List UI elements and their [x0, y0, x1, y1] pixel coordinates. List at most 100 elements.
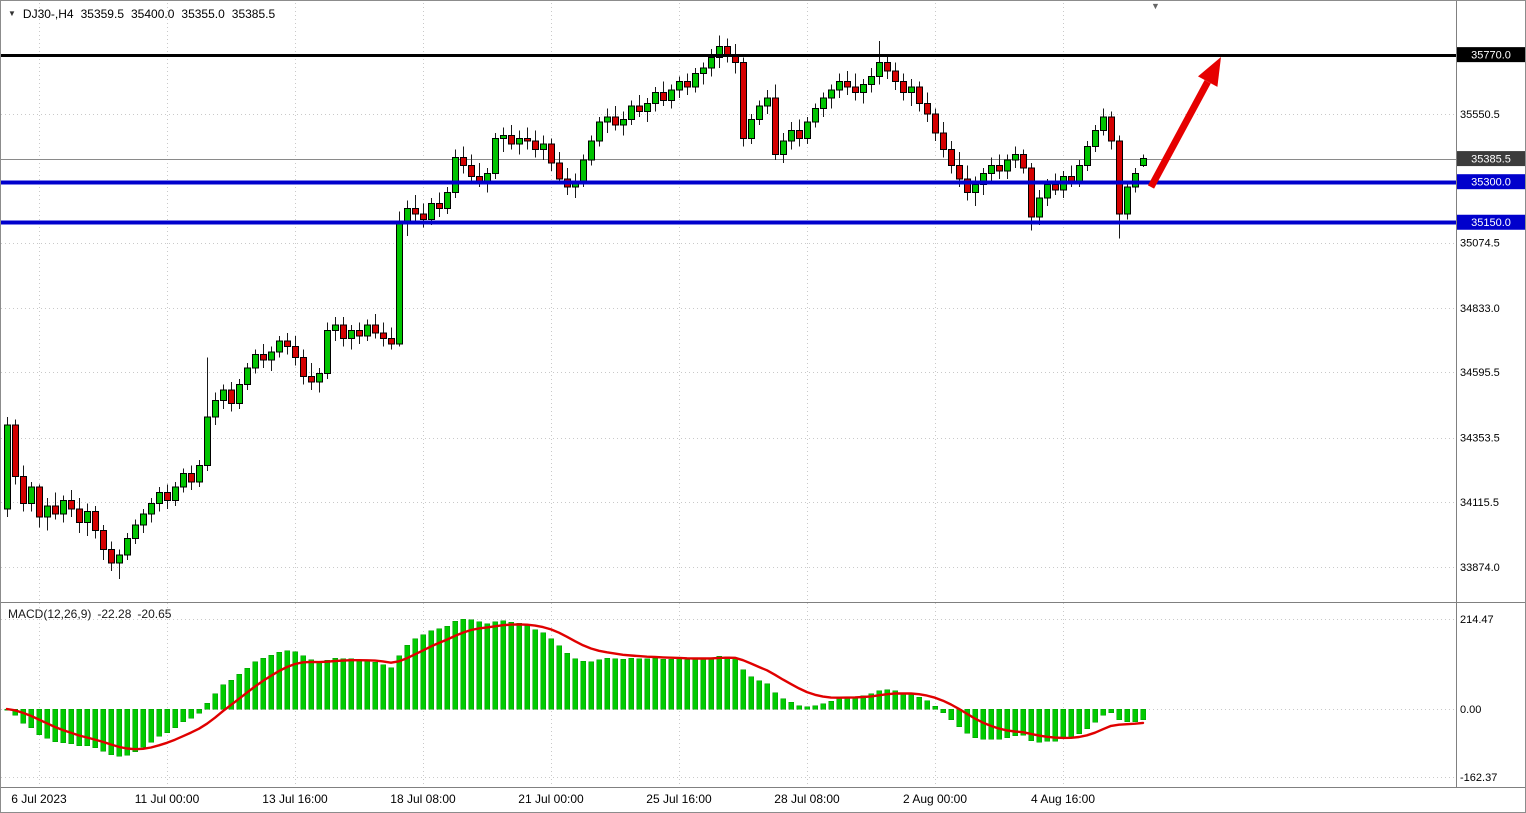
bearish-candle [1108, 111, 1115, 150]
price-tick-label: 33874.0 [1460, 562, 1500, 574]
macd-main-value: -22.28 [97, 607, 132, 621]
bullish-candle [204, 357, 211, 471]
candle-body [468, 164, 475, 177]
macd-histogram-bar [20, 708, 26, 724]
ohlc-open-value: 35359.5 [80, 7, 124, 21]
macd-histogram-bar [1116, 708, 1122, 721]
bullish-candle [756, 100, 763, 125]
candle-body [1076, 164, 1083, 183]
price-tag: 35300.0 [1457, 174, 1525, 190]
bearish-candle [460, 146, 467, 174]
macd-histogram-bar [684, 659, 690, 710]
macd-histogram-bar [636, 658, 642, 710]
macd-histogram-bar [892, 690, 898, 710]
price-axis[interactable]: 35550.5 35074.5 34833.0 34595.5 34353.5 34115… [1460, 109, 1500, 784]
bearish-candle [796, 119, 803, 147]
candle-body [132, 524, 139, 540]
candle-body [108, 548, 115, 564]
bullish-candle [652, 87, 659, 112]
price-tick-label: 34833.0 [1460, 303, 1500, 315]
candle-body [284, 340, 291, 348]
bearish-candle [468, 154, 475, 185]
macd-histogram-bar [692, 658, 698, 710]
candle-body [148, 502, 155, 515]
candle-body [332, 324, 339, 331]
candle-body [668, 89, 675, 102]
candle-body [660, 91, 667, 102]
bullish-candle [628, 100, 635, 125]
candle-body [180, 473, 187, 488]
bearish-candle [380, 322, 387, 347]
time-axis[interactable]: 6 Jul 2023 11 Jul 00:00 13 Jul 16:00 18 Jul… [11, 792, 1095, 806]
bullish-candle [716, 35, 723, 69]
macd-histogram-bar [828, 701, 834, 710]
candle-body [276, 340, 283, 353]
macd-histogram-bar [84, 708, 90, 747]
chart-shift-marker-icon[interactable]: ▼ [1151, 1, 1160, 11]
candle-body [764, 97, 771, 107]
macd-histogram-bar [132, 708, 138, 753]
macd-histogram-bar [748, 676, 754, 710]
candle-body [172, 486, 179, 502]
bearish-candle [52, 492, 59, 520]
candle-body [84, 511, 91, 523]
candle-body [772, 97, 779, 156]
candle-body [252, 354, 259, 369]
price-tag-text: 35770.0 [1471, 50, 1511, 62]
macd-histogram-bar [452, 620, 458, 710]
macd-histogram-bar [580, 661, 586, 710]
candle-body [884, 62, 891, 72]
macd-histogram-bar [588, 661, 594, 710]
macd-histogram-bar [796, 705, 802, 710]
bullish-candle [516, 130, 523, 155]
macd-histogram-bar [492, 621, 498, 710]
macd-histogram-bar [164, 708, 170, 733]
macd-histogram-bar [572, 658, 578, 710]
bullish-candle [876, 41, 883, 85]
candle-body [500, 135, 507, 139]
macd-histogram-bar [372, 661, 378, 710]
bearish-candle [924, 92, 931, 123]
macd-histogram-bar [788, 701, 794, 710]
bearish-candle [100, 525, 107, 561]
candle-body [420, 213, 427, 221]
macd-histogram-bar [300, 655, 306, 710]
bullish-candle [44, 497, 51, 531]
macd-tick-label: -162.37 [1460, 772, 1497, 784]
macd-histogram-bar [604, 658, 610, 710]
bearish-candle [948, 141, 955, 174]
bearish-candle [732, 43, 739, 74]
bearish-candle [1020, 149, 1027, 174]
bullish-candle [1100, 108, 1107, 136]
candle-body [700, 67, 707, 75]
macd-histogram-bar [516, 623, 522, 710]
candle-body [92, 511, 99, 531]
bullish-candle [1140, 154, 1147, 167]
macd-histogram-bar [316, 662, 322, 710]
macd-histogram-bar [716, 655, 722, 710]
bearish-candle [660, 81, 667, 107]
bullish-candle [140, 508, 147, 534]
candle-body [300, 356, 307, 377]
bullish-candle [804, 116, 811, 144]
bearish-candle [884, 54, 891, 79]
macd-histogram-bar [188, 708, 194, 719]
candle-body [164, 492, 171, 502]
bullish-candle [116, 549, 123, 580]
symbol-dropdown-icon[interactable]: ▼ [8, 9, 16, 18]
time-axis-label: 6 Jul 2023 [11, 792, 67, 806]
time-axis-label: 28 Jul 08:00 [774, 792, 840, 806]
macd-histogram-bar [196, 708, 202, 714]
symbol-timeframe-label: DJ30-,H4 [22, 7, 74, 21]
bullish-arrow-annotation[interactable] [1147, 57, 1221, 189]
macd-histogram-bar [812, 705, 818, 710]
bullish-candle [4, 416, 11, 517]
price-tag-text: 35150.0 [1471, 217, 1511, 229]
bearish-candle [340, 316, 347, 347]
candle-body [220, 389, 227, 402]
candle-body [780, 140, 787, 156]
bullish-candle [572, 173, 579, 198]
bullish-candle [332, 316, 339, 342]
candle-body [196, 465, 203, 483]
